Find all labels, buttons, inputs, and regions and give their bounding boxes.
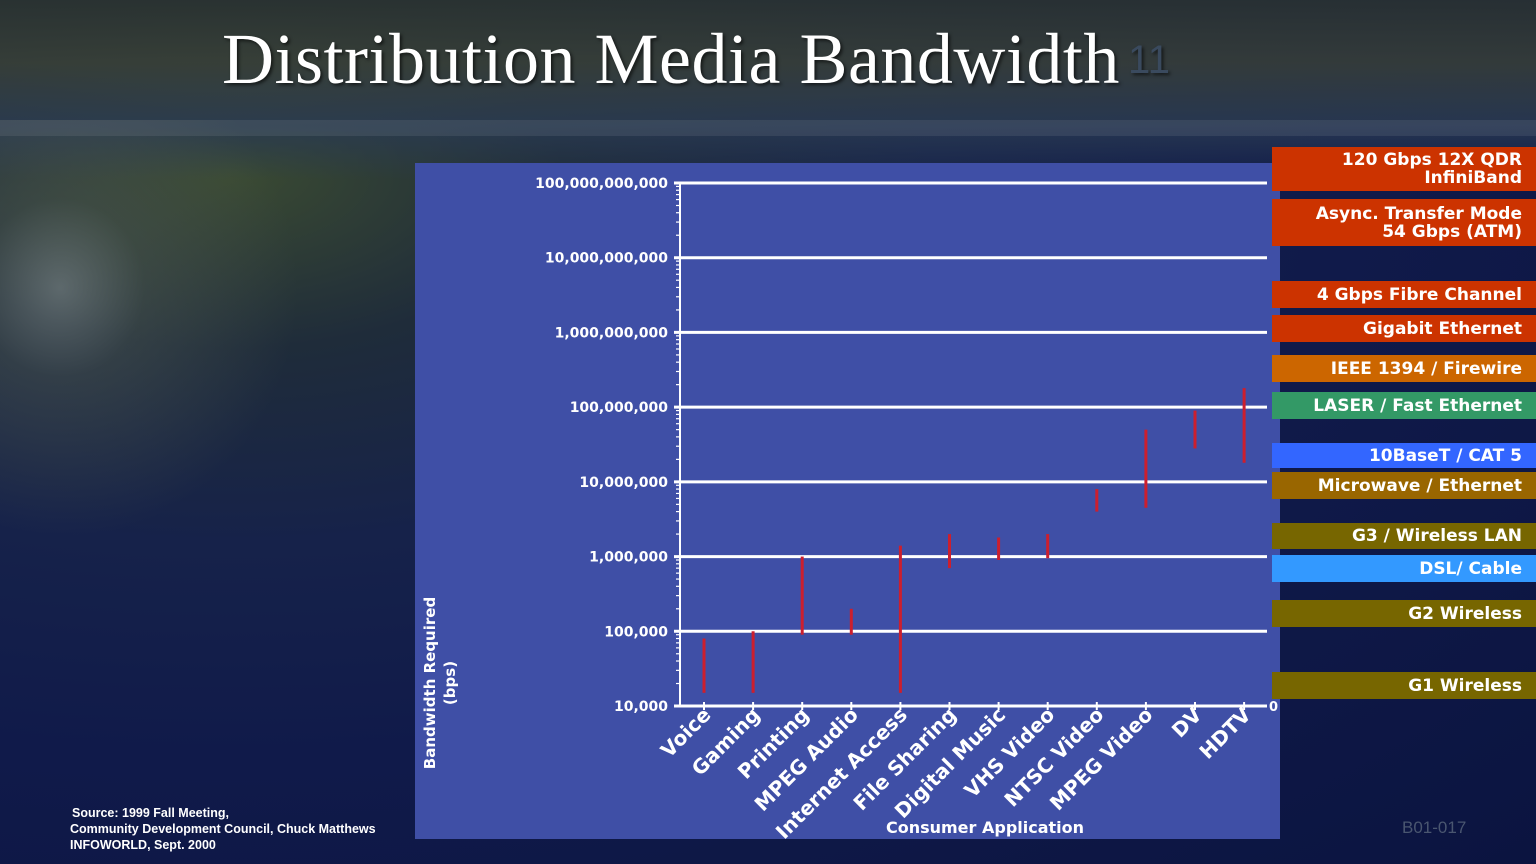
x-category-label: HDTV <box>1194 702 1256 764</box>
y-tick-label: 10,000,000 <box>579 475 668 491</box>
legend-item: G3 / Wireless LAN <box>1272 523 1536 549</box>
legend-item-label: 120 Gbps 12X QDR <box>1341 150 1522 170</box>
media-legend: 120 Gbps 12X QDR InfiniBand Async. Transfe… <box>1272 0 1536 864</box>
legend-item: Microwave / Ethernet <box>1272 472 1536 499</box>
legend-item: Async. Transfer Mode 54 Gbps (ATM) <box>1272 199 1536 246</box>
range-bar-internet-access <box>898 545 902 693</box>
source-line-2: Community Development Council, Chuck Mat… <box>70 822 376 836</box>
range-bar-file-sharing <box>948 534 951 569</box>
range-bar-mpeg-video <box>1144 429 1148 508</box>
range-bar-dv <box>1193 410 1197 449</box>
legend-item: LASER / Fast Ethernet <box>1272 392 1536 419</box>
y-axis-title: Bandwidth Required <box>421 597 439 769</box>
legend-item-label: IEEE 1394 / Firewire <box>1330 358 1522 379</box>
chart-panel: 10,000 100,000 1,000,000 10,000,000 100,000,… <box>415 163 1280 839</box>
legend-item: Gigabit Ethernet <box>1272 315 1536 342</box>
legend-item: DSL/ Cable <box>1272 555 1536 582</box>
source-citation: Source: 1999 Fall Meeting, Community Dev… <box>70 805 376 853</box>
slide-title: Distribution Media Bandwidth 11 <box>222 18 1170 101</box>
range-bar-mpeg-audio <box>849 608 853 635</box>
legend-item: 4 Gbps Fibre Channel <box>1272 281 1536 308</box>
y-tick-label: 100,000,000,000 <box>535 176 668 192</box>
range-bar-digital-music <box>997 537 1001 560</box>
source-line-1: Source: 1999 Fall Meeting, <box>72 806 229 820</box>
legend-item-label: 54 Gbps (ATM) <box>1382 221 1522 242</box>
legend-item-label: G3 / Wireless LAN <box>1351 526 1522 546</box>
y-tick-label: 1,000,000,000 <box>555 325 669 341</box>
x-axis-title: Consumer Application <box>886 818 1084 837</box>
y-tick-label: 10,000,000,000 <box>545 251 668 267</box>
range-bar-hdtv <box>1242 388 1246 463</box>
range-bar-vhs-video <box>1046 534 1050 559</box>
legend-item: 10BaseT / CAT 5 <box>1272 443 1536 468</box>
slide-number: 11 <box>1127 38 1171 82</box>
y-tick-label: 1,000,000 <box>589 550 668 566</box>
legend-item-label: DSL/ Cable <box>1419 558 1522 579</box>
legend-item-label: 4 Gbps Fibre Channel <box>1316 284 1522 305</box>
legend-item-label: G2 Wireless <box>1408 603 1522 624</box>
x-category-label: DV <box>1167 702 1207 742</box>
range-bar-ntsc-video <box>1095 489 1099 512</box>
title-divider-band <box>0 120 1536 136</box>
satellite-background-coast <box>0 120 300 540</box>
legend-item-label: 10BaseT / CAT 5 <box>1368 445 1522 466</box>
legend-item-label: Microwave / Ethernet <box>1317 475 1522 496</box>
range-bar-printing <box>800 556 804 635</box>
slide-title-text: Distribution Media Bandwidth <box>222 19 1120 99</box>
y-tick-label: 10,000 <box>614 699 668 715</box>
y-tick-label: 100,000,000 <box>570 400 669 416</box>
bandwidth-chart: 10,000 100,000 1,000,000 10,000,000 100,000,… <box>421 176 1278 839</box>
legend-item-label: InfiniBand <box>1424 168 1522 188</box>
source-line-3: INFOWORLD, Sept. 2000 <box>70 838 216 852</box>
x-end-tick-label: 0 <box>1269 700 1278 715</box>
legend-item: IEEE 1394 / Firewire <box>1272 355 1536 382</box>
y-axis-title: (bps) <box>441 661 459 705</box>
legend-item: 120 Gbps 12X QDR InfiniBand <box>1272 147 1536 191</box>
y-tick-label: 100,000 <box>604 624 668 640</box>
range-bar-gaming <box>751 631 755 693</box>
legend-item-label: G1 Wireless <box>1408 675 1522 696</box>
legend-item: G1 Wireless <box>1272 672 1536 699</box>
legend-item-label: Async. Transfer Mode <box>1315 203 1522 224</box>
slide-id: B01-017 <box>1402 818 1467 837</box>
legend-item-label: Gigabit Ethernet <box>1363 318 1522 339</box>
range-bar-voice <box>702 638 706 693</box>
legend-item: G2 Wireless <box>1272 600 1536 627</box>
legend-item-label: LASER / Fast Ethernet <box>1313 395 1522 416</box>
